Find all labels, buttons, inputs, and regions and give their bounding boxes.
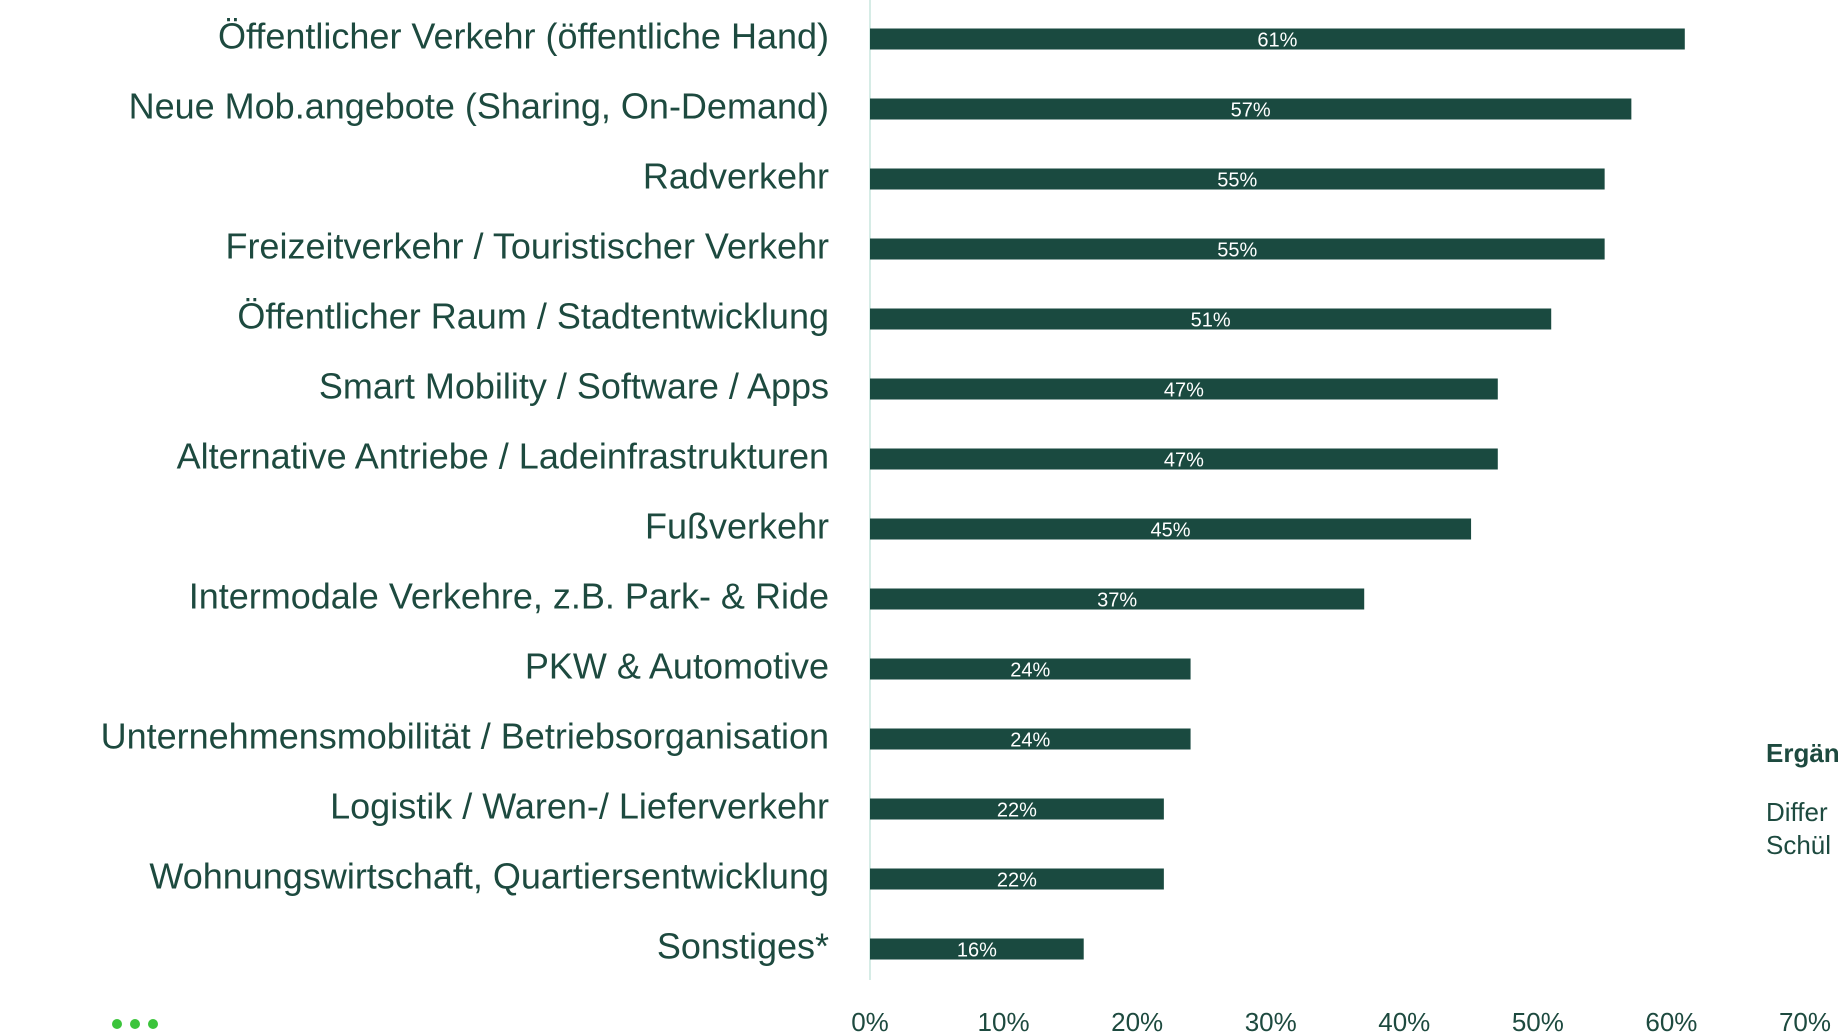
category-label: Intermodale Verkehre, z.B. Park- & Ride — [189, 576, 829, 617]
bar — [870, 798, 1164, 820]
category-label: Freizeitverkehr / Touristischer Verkehr — [225, 226, 829, 267]
bar — [870, 658, 1191, 680]
bar — [870, 728, 1191, 750]
dot — [148, 1019, 158, 1029]
x-tick-label: 30% — [1245, 1007, 1297, 1036]
value-label: 24% — [1010, 659, 1050, 681]
value-label: 24% — [1010, 729, 1050, 751]
category-label: Neue Mob.angebote (Sharing, On-Demand) — [129, 86, 829, 127]
bar — [870, 28, 1685, 50]
dot — [112, 1019, 122, 1029]
value-label: 47% — [1164, 449, 1204, 471]
value-label: 16% — [957, 939, 997, 961]
value-label: 55% — [1217, 239, 1257, 261]
bar — [870, 588, 1365, 610]
bar — [870, 868, 1164, 890]
bar — [870, 938, 1084, 960]
bar — [870, 238, 1605, 260]
bar — [870, 168, 1605, 190]
category-label: Radverkehr — [643, 156, 829, 197]
category-label: Logistik / Waren-/ Lieferverkehr — [330, 786, 829, 827]
bar — [870, 98, 1632, 120]
value-label: 57% — [1231, 99, 1271, 121]
value-label: 51% — [1191, 309, 1231, 331]
value-label: 47% — [1164, 379, 1204, 401]
x-tick-label: 10% — [978, 1007, 1030, 1036]
dot — [130, 1019, 140, 1029]
value-label: 22% — [997, 869, 1037, 891]
annotation: Ergän — [1766, 738, 1838, 768]
category-label: Öffentlicher Verkehr (öffentliche Hand) — [218, 16, 829, 57]
bar — [870, 518, 1472, 540]
x-tick-label: 70% — [1779, 1007, 1831, 1036]
annotation: Schül — [1766, 830, 1831, 860]
category-label: Unternehmensmobilität / Betriebsorganisa… — [101, 716, 829, 757]
bar — [870, 308, 1552, 330]
category-label: Sonstiges* — [657, 926, 829, 967]
x-tick-label: 40% — [1378, 1007, 1430, 1036]
value-label: 55% — [1217, 169, 1257, 191]
category-label: Wohnungswirtschaft, Quartiersentwicklung — [149, 856, 829, 897]
category-label: Öffentlicher Raum / Stadtentwicklung — [237, 296, 829, 337]
value-label: 61% — [1257, 29, 1297, 51]
value-label: 45% — [1151, 519, 1191, 541]
category-label: Fußverkehr — [645, 506, 829, 547]
category-label: PKW & Automotive — [525, 646, 829, 687]
value-label: 22% — [997, 799, 1037, 821]
x-tick-label: 60% — [1645, 1007, 1697, 1036]
category-label: Smart Mobility / Software / Apps — [319, 366, 829, 407]
x-tick-label: 0% — [851, 1007, 889, 1036]
x-tick-label: 50% — [1512, 1007, 1564, 1036]
value-label: 37% — [1097, 589, 1137, 611]
bar — [870, 448, 1498, 470]
bar — [870, 378, 1498, 400]
annotation: Differ — [1766, 797, 1828, 827]
x-tick-label: 20% — [1111, 1007, 1163, 1036]
category-label: Alternative Antriebe / Ladeinfrastruktur… — [177, 436, 829, 477]
